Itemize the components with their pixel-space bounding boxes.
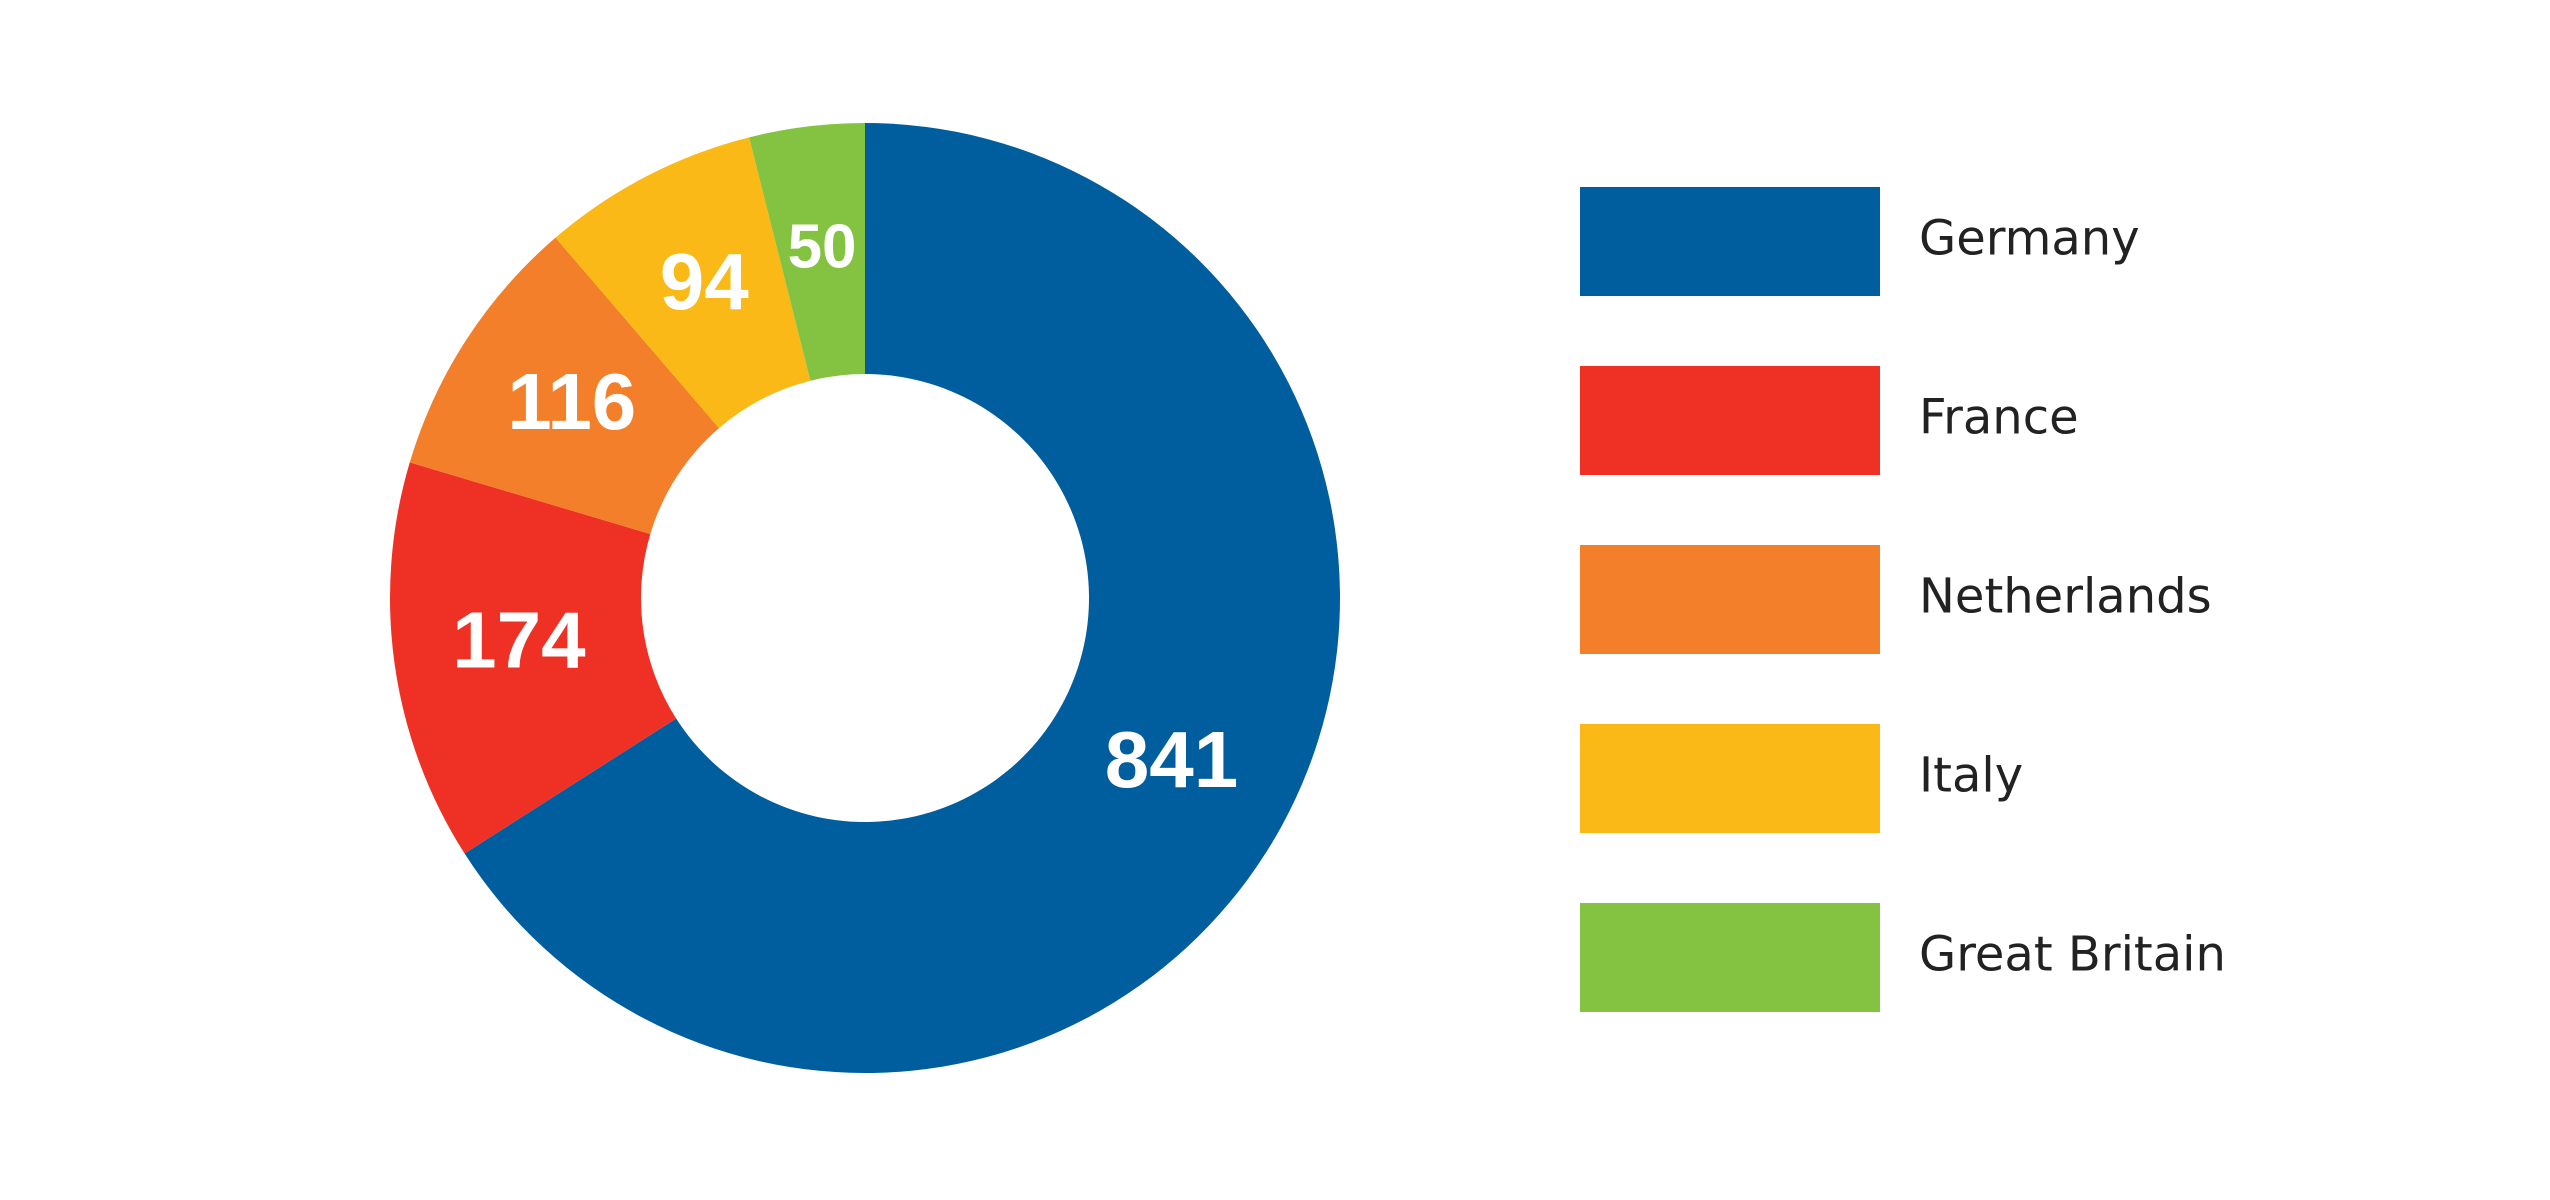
legend-label: Great Britain	[1919, 927, 2226, 983]
data-label: 174	[452, 596, 586, 685]
legend-swatch	[1580, 545, 1880, 654]
data-label: 94	[660, 237, 749, 326]
data-label: 116	[507, 357, 636, 446]
data-label: 841	[1105, 715, 1238, 804]
legend-swatch	[1580, 187, 1880, 296]
legend-label: Netherlands	[1919, 569, 2212, 625]
legend-label: Italy	[1919, 748, 2023, 804]
data-label: 50	[788, 213, 857, 282]
legend-swatch	[1580, 366, 1880, 475]
legend-swatch	[1580, 903, 1880, 1012]
legend-label: France	[1919, 390, 2079, 446]
legend-label: Germany	[1919, 211, 2140, 267]
legend-swatch	[1580, 724, 1880, 833]
